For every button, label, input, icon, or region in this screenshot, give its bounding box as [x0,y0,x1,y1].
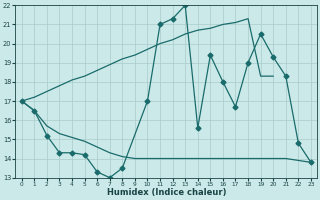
X-axis label: Humidex (Indice chaleur): Humidex (Indice chaleur) [107,188,226,197]
